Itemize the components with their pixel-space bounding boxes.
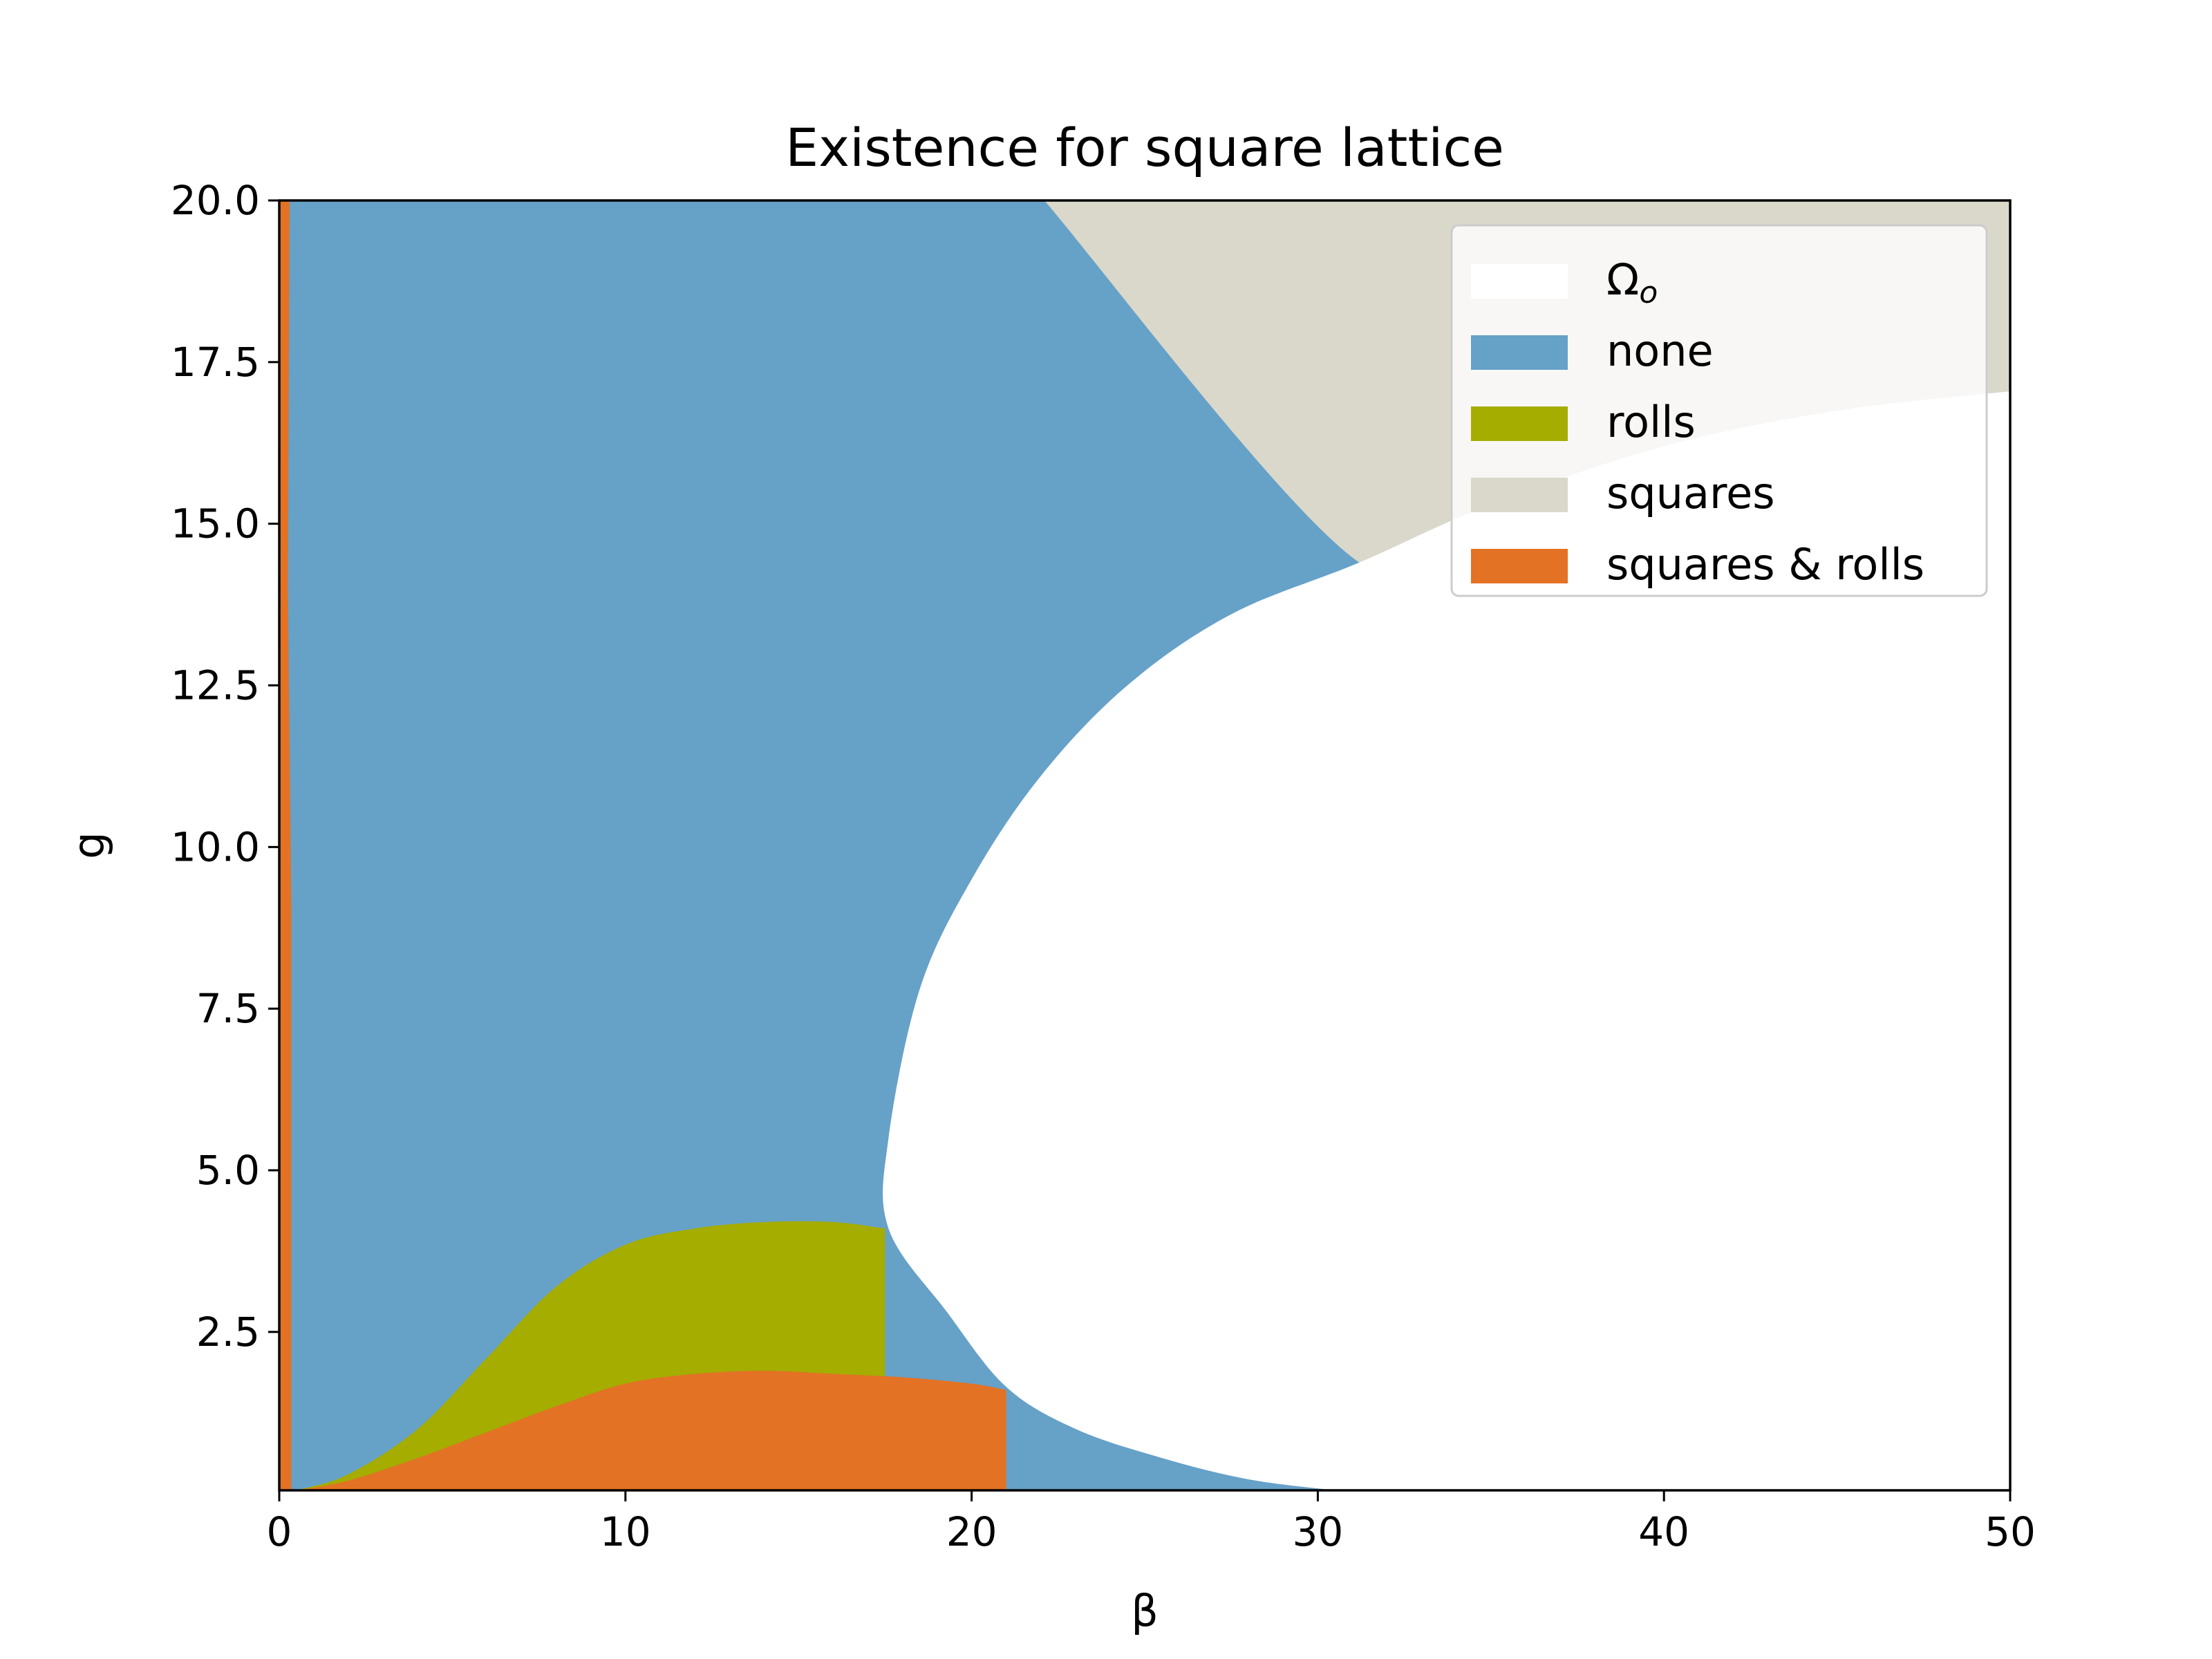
chart-title: Existence for square lattice [785,117,1504,178]
x-tick-label: 0 [267,1508,292,1555]
region-squares-and-rolls [297,1370,1006,1490]
y-tick-label: 2.5 [196,1309,260,1356]
region-omega-o [883,391,2010,1490]
legend-entry-label: none [1606,326,1714,376]
legend-entry-label: squares & rolls [1606,539,1924,590]
legend-entry-label: squares [1606,468,1775,518]
legend-entry-label: Ωo [1606,254,1658,310]
legend-swatch [1471,406,1568,441]
legend: Ωo none rolls squares squares & rolls [1450,224,1988,597]
y-tick-label: 20.0 [171,177,260,224]
legend-swatch [1471,549,1568,583]
x-tick-label: 20 [946,1508,997,1555]
x-axis: 0 10 20 30 40 50 [267,1490,2036,1555]
y-tick-label: 10.0 [171,823,260,870]
x-tick-label: 40 [1638,1508,1689,1555]
y-tick-label: 5.0 [196,1147,260,1194]
y-axis: 2.5 5.0 7.5 10.0 12.5 15.0 17.5 20.0 [171,177,279,1356]
y-tick-label: 17.5 [171,339,260,386]
legend-box [1450,224,1988,597]
x-tick-label: 50 [1985,1508,2036,1555]
y-axis-label: g [64,832,114,859]
region-squares-and-rolls-strip [279,200,292,1490]
legend-entry-label: rolls [1606,397,1696,447]
plot-frame [278,199,2012,1492]
y-tick-label: 15.0 [171,500,260,547]
y-tick-label: 7.5 [196,985,260,1032]
x-tick-label: 30 [1292,1508,1343,1555]
y-tick-label: 12.5 [171,662,260,709]
x-axis-label: β [1131,1586,1159,1636]
x-tick-label: 10 [600,1508,651,1555]
legend-swatch [1471,264,1568,299]
legend-swatch [1471,335,1568,370]
legend-swatch [1471,478,1568,512]
